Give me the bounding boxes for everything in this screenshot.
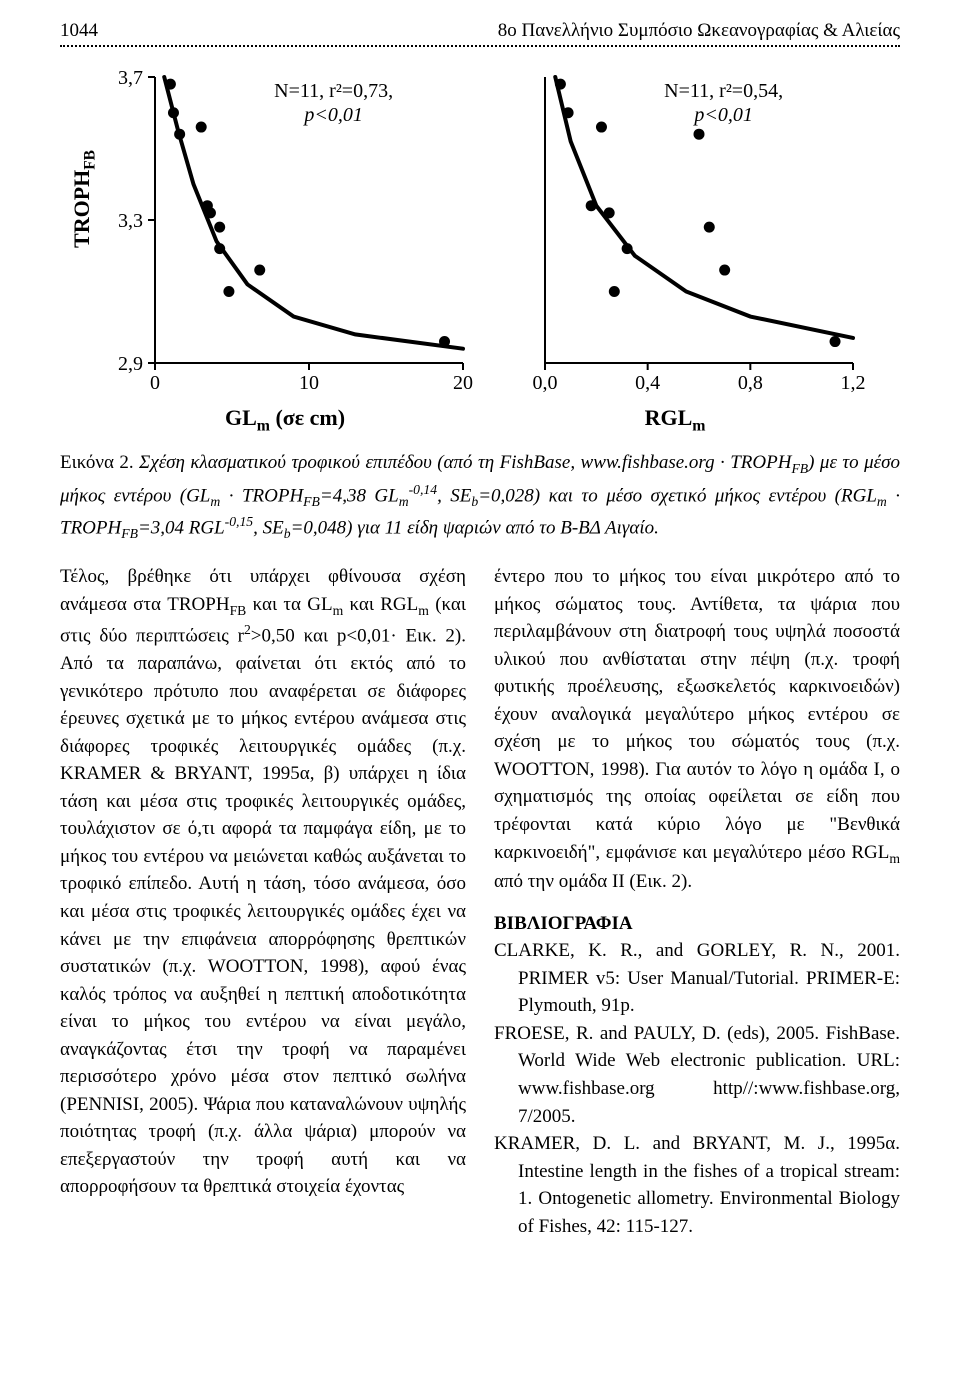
svg-text:0,8: 0,8 xyxy=(738,372,763,394)
chart-left-block: TROPHFB 010202,93,33,7N=11, r²=0,73,p<0,… xyxy=(95,67,475,397)
figure-caption: Εικόνα 2. Σχέση κλασματικού τροφικού επι… xyxy=(60,449,900,545)
y-axis-label-text: TROPH xyxy=(69,170,94,248)
page-number: 1044 xyxy=(60,20,98,42)
running-header: 1044 8ο Πανελλήνιο Συμπόσιο Ωκεανογραφία… xyxy=(60,20,900,45)
svg-text:20: 20 xyxy=(453,372,473,394)
bibliography-entry: KRAMER, D. L. and BRYANT, M. J., 1995α. … xyxy=(494,1130,900,1240)
y-axis-label: TROPHFB xyxy=(69,150,99,248)
bibliography-entry: FROESE, R. and PAULY, D. (eds), 2005. Fi… xyxy=(494,1020,900,1130)
y-axis-label-sub: FB xyxy=(81,150,98,170)
x-axis-label-right: RGLm xyxy=(485,405,865,435)
bibliography-entry: CLARKE, K. R., and GORLEY, R. N., 2001. … xyxy=(494,937,900,1020)
svg-text:3,3: 3,3 xyxy=(118,210,143,232)
svg-text:0,0: 0,0 xyxy=(533,372,558,394)
body-paragraph-right: έντερο που το μήκος του είναι μικρότερο … xyxy=(494,563,900,896)
svg-text:N=11, r²=0,54,: N=11, r²=0,54, xyxy=(664,80,783,102)
bibliography-heading: ΒΙΒΛΙΟΓΡΑΦΙΑ xyxy=(494,910,900,938)
svg-text:p<0,01: p<0,01 xyxy=(692,104,753,126)
header-rule xyxy=(60,45,900,47)
x-axis-label-left: GLm (σε cm) xyxy=(95,405,475,435)
svg-text:3,7: 3,7 xyxy=(118,67,143,89)
bibliography-list: CLARKE, K. R., and GORLEY, R. N., 2001. … xyxy=(494,937,900,1240)
svg-text:N=11, r²=0,73,: N=11, r²=0,73, xyxy=(274,80,393,102)
x-axis-labels-row: GLm (σε cm) RGLm xyxy=(60,405,900,435)
figure-charts: TROPHFB 010202,93,33,7N=11, r²=0,73,p<0,… xyxy=(60,67,900,397)
chart-left: 0 10 20 2,9 3,3 3,7 N=11, r²=0,73,p<0,01 xyxy=(95,67,475,397)
running-title: 8ο Πανελλήνιο Συμπόσιο Ωκεανογραφίας & Α… xyxy=(498,20,900,42)
svg-text:10: 10 xyxy=(299,372,319,394)
chart-right-block: 0,0 0,4 0,8 1,2 N=11, r²=0,54,p<0,01 xyxy=(485,67,865,397)
svg-text:1,2: 1,2 xyxy=(841,372,866,394)
svg-text:0,4: 0,4 xyxy=(635,372,660,394)
svg-text:0: 0 xyxy=(150,372,160,394)
svg-text:2,9: 2,9 xyxy=(118,353,143,375)
body-columns: Τέλος, βρέθηκε ότι υπάρχει φθίνουσα σχέσ… xyxy=(60,563,900,1240)
body-paragraph-left: Τέλος, βρέθηκε ότι υπάρχει φθίνουσα σχέσ… xyxy=(60,563,466,1201)
svg-text:p<0,01: p<0,01 xyxy=(302,104,363,126)
chart-right: 0,0 0,4 0,8 1,2 N=11, r²=0,54,p<0,01 xyxy=(485,67,865,397)
